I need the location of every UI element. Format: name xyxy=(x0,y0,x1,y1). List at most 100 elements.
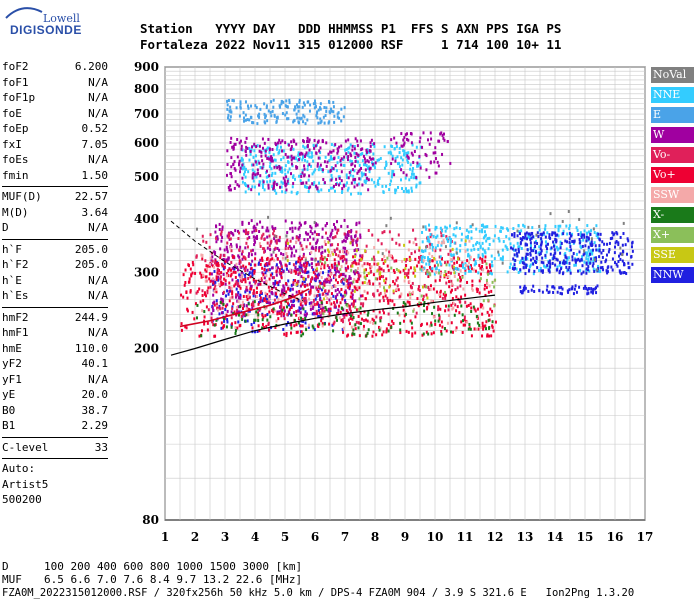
echo-point xyxy=(347,138,350,142)
echo-point xyxy=(326,160,329,164)
echo-point xyxy=(293,269,296,273)
echo-point xyxy=(302,263,305,267)
echo-point xyxy=(285,234,288,238)
echo-point xyxy=(526,252,529,256)
echo-point xyxy=(327,253,330,257)
echo-point xyxy=(330,143,333,147)
echo-point xyxy=(455,221,458,225)
echo-point xyxy=(219,256,222,260)
echo-point xyxy=(308,138,311,142)
echo-point xyxy=(329,234,332,238)
echo-point xyxy=(523,225,526,229)
echo-point xyxy=(319,163,322,167)
echo-point xyxy=(472,244,475,248)
echo-point xyxy=(226,163,229,167)
param-row: B1 2.29 xyxy=(2,419,108,435)
echo-point xyxy=(613,251,616,255)
echo-point xyxy=(406,158,409,162)
echo-point xyxy=(566,232,569,236)
echo-point xyxy=(433,264,436,268)
echo-point xyxy=(243,116,246,120)
echo-point xyxy=(207,286,210,290)
echo-point xyxy=(406,300,409,304)
echo-point xyxy=(376,158,379,162)
echo-point xyxy=(417,164,420,168)
echo-point xyxy=(420,249,423,253)
echo-point xyxy=(488,334,491,338)
echo-point xyxy=(344,235,347,239)
echo-point xyxy=(280,252,283,256)
echo-point xyxy=(435,290,438,294)
logo-swoosh-icon xyxy=(5,7,43,19)
echo-point xyxy=(487,269,490,273)
x-tick-label: 9 xyxy=(401,530,409,544)
echo-point xyxy=(447,304,450,308)
echo-point xyxy=(239,286,242,290)
echo-point xyxy=(539,232,542,236)
echo-point xyxy=(211,320,214,324)
echo-point xyxy=(377,250,380,254)
echo-point xyxy=(481,241,484,245)
x-tick-label: 12 xyxy=(487,530,504,544)
echo-point xyxy=(284,141,287,145)
echo-point xyxy=(287,279,290,283)
echo-point xyxy=(223,248,226,252)
echo-point xyxy=(419,145,422,149)
echo-point xyxy=(324,278,327,282)
echo-point xyxy=(318,304,321,308)
echo-point xyxy=(387,323,390,327)
echo-point xyxy=(337,270,340,274)
echo-point xyxy=(439,262,442,266)
echo-point xyxy=(357,277,360,281)
echo-point xyxy=(559,243,562,247)
echo-point xyxy=(253,185,256,189)
echo-point xyxy=(557,224,560,228)
echo-point xyxy=(463,315,466,319)
echo-point xyxy=(353,289,356,293)
echo-point xyxy=(334,227,337,231)
echo-point xyxy=(316,162,319,166)
echo-point xyxy=(433,248,436,252)
echo-point xyxy=(250,188,253,192)
echo-point xyxy=(585,271,588,275)
echo-point xyxy=(250,163,253,167)
echo-point xyxy=(361,152,364,156)
echo-point xyxy=(459,284,462,288)
echo-point xyxy=(576,258,579,262)
echo-point xyxy=(203,292,206,296)
echo-point xyxy=(319,281,322,285)
echo-point xyxy=(304,316,307,320)
echo-point xyxy=(451,282,454,286)
echo-point xyxy=(545,244,548,248)
echo-point xyxy=(354,286,357,290)
echo-point xyxy=(345,152,348,156)
echo-point xyxy=(615,239,618,243)
echo-point xyxy=(297,109,300,113)
echo-point xyxy=(315,263,318,267)
echo-point xyxy=(304,256,307,260)
echo-point xyxy=(298,306,301,310)
echo-point xyxy=(290,303,293,307)
echo-point xyxy=(366,291,369,295)
table-cell: 600 xyxy=(123,560,144,573)
echo-point xyxy=(482,236,485,240)
echo-point xyxy=(366,313,369,317)
echo-point xyxy=(576,228,579,232)
echo-point xyxy=(630,245,633,249)
echo-point xyxy=(264,149,267,153)
echo-point xyxy=(318,315,321,319)
echo-point xyxy=(262,247,265,251)
echo-point xyxy=(621,243,624,247)
echo-point xyxy=(367,229,370,233)
echo-point xyxy=(241,300,244,304)
echo-point xyxy=(269,158,272,162)
echo-point xyxy=(444,270,447,274)
echo-point xyxy=(414,274,417,278)
echo-point xyxy=(382,269,385,273)
echo-point xyxy=(452,265,455,269)
echo-point xyxy=(438,313,441,317)
echo-point xyxy=(240,270,243,274)
echo-point xyxy=(489,307,492,311)
echo-point xyxy=(293,118,296,122)
echo-point xyxy=(400,156,403,160)
